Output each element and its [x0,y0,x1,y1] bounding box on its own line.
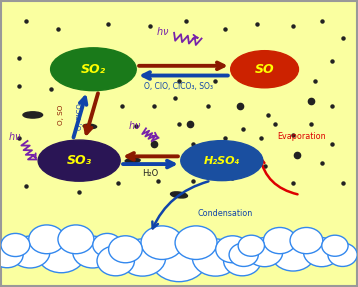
Ellipse shape [83,124,97,129]
Circle shape [108,236,142,263]
Ellipse shape [38,140,120,181]
Circle shape [93,233,122,257]
Circle shape [290,228,323,254]
Text: SO₂: SO₂ [81,63,106,76]
Circle shape [223,246,261,276]
Circle shape [29,225,65,254]
Circle shape [328,243,357,266]
Circle shape [263,228,296,254]
Ellipse shape [231,51,299,88]
Ellipse shape [23,112,43,118]
Circle shape [1,233,30,257]
Text: SO₃: SO₃ [67,154,92,167]
Circle shape [10,236,50,268]
Text: $h\nu$: $h\nu$ [8,130,21,142]
Circle shape [37,234,86,273]
Circle shape [141,226,183,259]
Circle shape [246,238,283,267]
Circle shape [100,242,132,268]
Circle shape [73,236,112,268]
Text: H₂SO₄: H₂SO₄ [204,156,240,166]
Circle shape [216,236,250,263]
Circle shape [175,226,217,259]
Text: O, SO: O, SO [58,105,64,125]
Text: $h\nu$: $h\nu$ [156,25,170,37]
Circle shape [0,242,23,268]
Circle shape [304,238,340,267]
Circle shape [322,235,348,256]
Circle shape [238,235,265,256]
Text: O, ClO, ClCO₃, SO₃: O, ClO, ClCO₃, SO₃ [145,82,213,91]
Text: O, ClCO₃: O, ClCO₃ [77,100,83,130]
Ellipse shape [125,158,140,163]
Ellipse shape [170,192,188,198]
Circle shape [151,237,207,282]
Ellipse shape [50,48,136,91]
Circle shape [119,239,166,276]
Circle shape [192,239,239,276]
Circle shape [271,236,315,271]
Text: $h\nu$: $h\nu$ [128,119,141,131]
Text: SO: SO [255,63,274,76]
Text: H₂O: H₂O [142,169,159,178]
Circle shape [58,225,94,254]
Circle shape [229,243,258,266]
Circle shape [97,246,135,276]
Text: Evaporation: Evaporation [278,132,326,141]
Text: Condensation: Condensation [198,209,253,218]
Ellipse shape [181,141,263,181]
